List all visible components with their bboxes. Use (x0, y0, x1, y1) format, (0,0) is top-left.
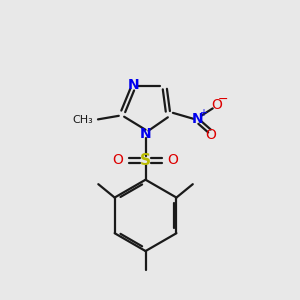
Text: O: O (112, 153, 123, 167)
Text: N: N (140, 127, 152, 141)
Text: O: O (206, 128, 216, 142)
Text: N: N (192, 112, 203, 126)
Text: +: + (199, 108, 207, 118)
Text: S: S (140, 153, 151, 168)
Text: −: − (218, 93, 229, 106)
Text: O: O (168, 153, 178, 167)
Text: N: N (128, 78, 140, 92)
Text: O: O (212, 98, 222, 112)
Text: CH₃: CH₃ (73, 115, 94, 125)
